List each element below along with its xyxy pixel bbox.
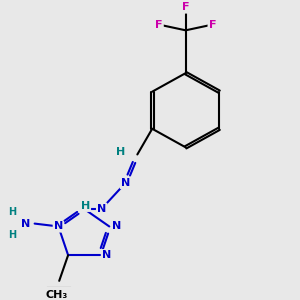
- Text: H: H: [116, 147, 126, 157]
- Text: CH₃: CH₃: [45, 290, 68, 300]
- Text: F: F: [182, 2, 189, 13]
- Text: H: H: [81, 201, 90, 211]
- Text: N: N: [102, 250, 112, 260]
- Text: F: F: [209, 20, 216, 30]
- Text: F: F: [155, 20, 163, 30]
- Text: N: N: [97, 204, 106, 214]
- Text: H: H: [8, 207, 16, 217]
- Text: N: N: [54, 221, 63, 231]
- Text: H: H: [8, 230, 16, 240]
- Text: N: N: [112, 221, 121, 231]
- Text: N: N: [121, 178, 130, 188]
- Text: N: N: [21, 219, 30, 229]
